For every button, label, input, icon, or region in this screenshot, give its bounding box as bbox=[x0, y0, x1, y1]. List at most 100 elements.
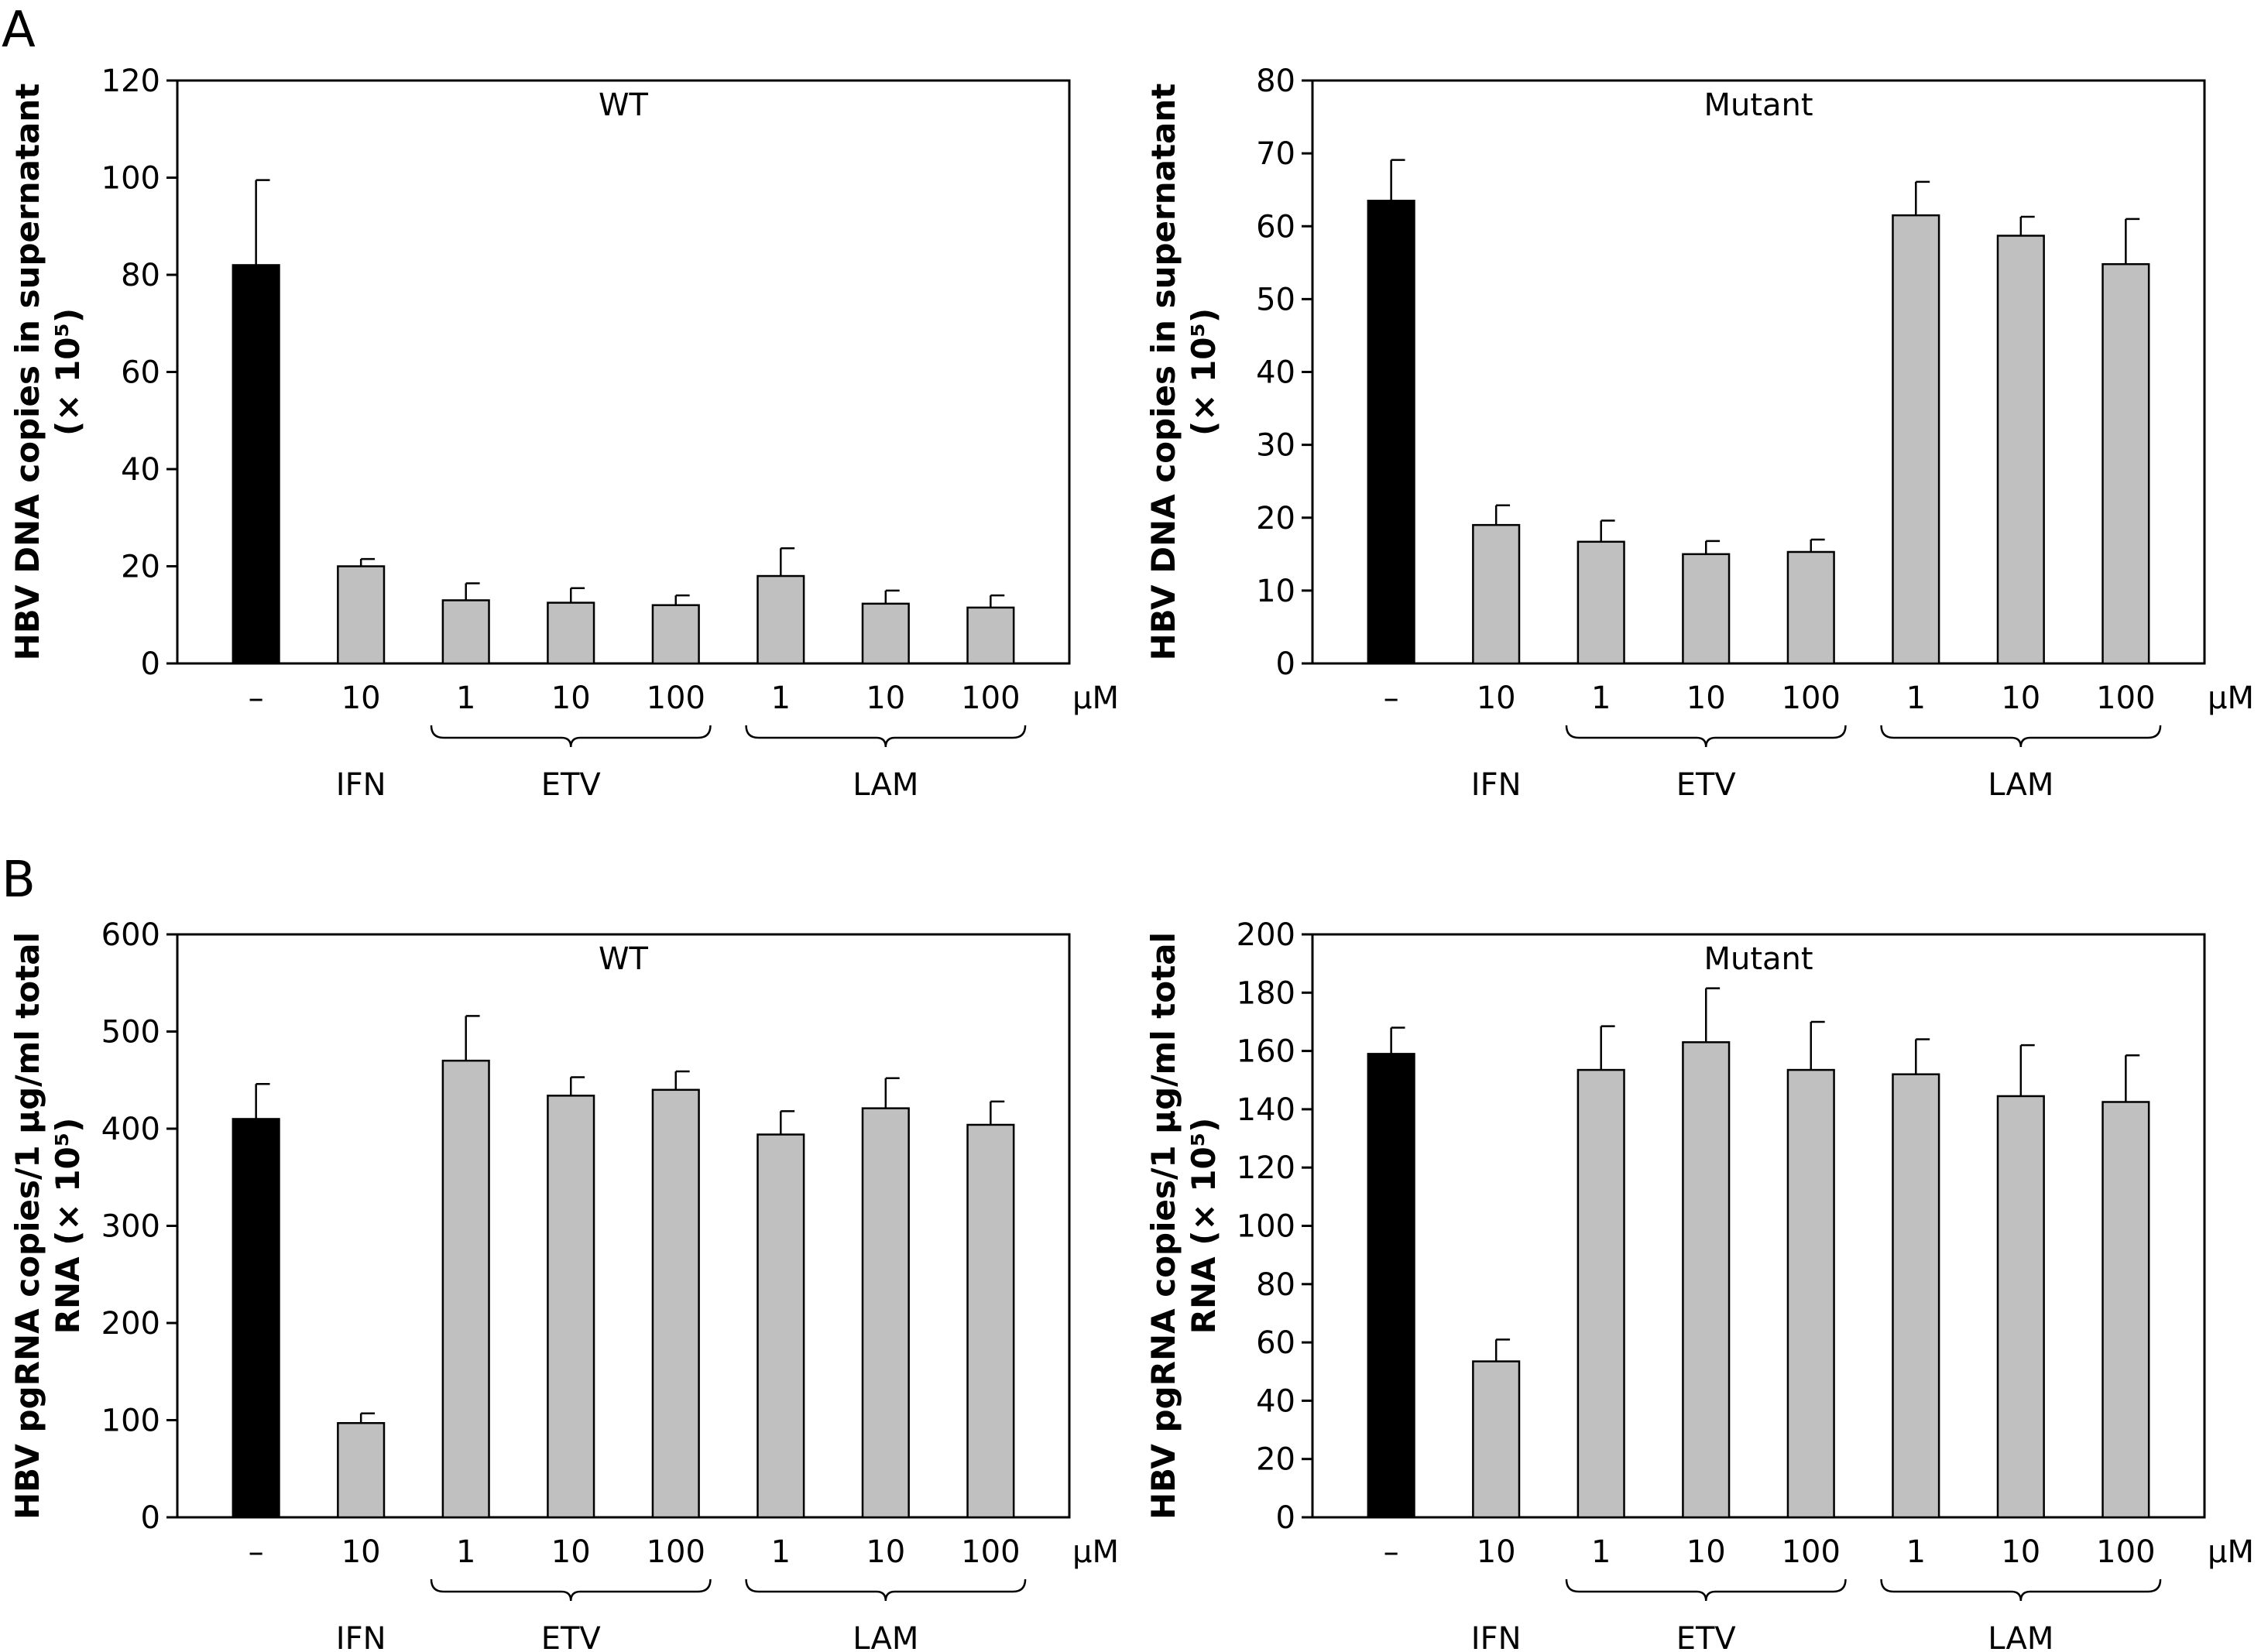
y-tick-label: 200 bbox=[101, 1306, 160, 1342]
bar bbox=[1682, 1041, 1731, 1519]
y-tick-label: 200 bbox=[1237, 917, 1295, 953]
category-label: 1 bbox=[1906, 1534, 1926, 1570]
bar bbox=[1472, 523, 1521, 665]
category-label: – bbox=[249, 1534, 264, 1570]
bar bbox=[1577, 1068, 1625, 1519]
chart-3-b-mutant: Mutant 0 20 40 60 80 100 120 140 160 180 200 HBV pgR… bbox=[1144, 917, 2254, 1652]
y-tick-label: 140 bbox=[1237, 1092, 1295, 1128]
bar bbox=[1577, 540, 1625, 665]
bar bbox=[547, 1095, 595, 1519]
category-label: 10 bbox=[1686, 680, 1726, 716]
bar bbox=[441, 1059, 490, 1519]
group-label: ETV bbox=[541, 767, 602, 803]
group-label: ETV bbox=[1676, 1621, 1737, 1652]
bar bbox=[1996, 235, 2045, 665]
y-tick-label: 500 bbox=[101, 1015, 160, 1050]
group-label: LAM bbox=[853, 1621, 918, 1652]
bar bbox=[1786, 550, 1835, 665]
y-tick-label: 120 bbox=[101, 63, 160, 99]
category-label: 1 bbox=[771, 680, 791, 716]
bar bbox=[2101, 1101, 2150, 1519]
category-label: 1 bbox=[1591, 680, 1611, 716]
group-brace bbox=[745, 1578, 1027, 1602]
category-label: 100 bbox=[1782, 1534, 1841, 1570]
group-brace bbox=[1565, 1578, 1847, 1602]
bar bbox=[1996, 1095, 2045, 1519]
group-brace bbox=[430, 725, 712, 748]
y-axis-label-line: RNA (× 10⁵) bbox=[49, 1118, 87, 1335]
group-label: ETV bbox=[1676, 767, 1737, 803]
category-label: 1 bbox=[1591, 1534, 1611, 1570]
category-label: 1 bbox=[456, 1534, 475, 1570]
y-axis-label-line: HBV pgRNA copies/1 μg/ml total bbox=[9, 932, 46, 1520]
category-label: 10 bbox=[2001, 680, 2040, 716]
y-tick-label: 60 bbox=[1256, 1325, 1295, 1361]
bar bbox=[1786, 1068, 1835, 1519]
category-label: – bbox=[249, 680, 264, 716]
bar bbox=[1472, 1360, 1521, 1519]
y-tick-label: 80 bbox=[1256, 63, 1295, 99]
bar bbox=[547, 602, 595, 665]
y-tick-label: 600 bbox=[101, 917, 160, 953]
category-label: 10 bbox=[341, 680, 381, 716]
group-label: IFN bbox=[336, 767, 386, 803]
bar bbox=[966, 606, 1015, 665]
group-label: IFN bbox=[1471, 767, 1522, 803]
category-label: 100 bbox=[961, 1534, 1020, 1570]
y-tick-label: 20 bbox=[121, 550, 160, 585]
y-tick-label: 0 bbox=[1276, 1500, 1295, 1536]
y-tick-label: 50 bbox=[1256, 282, 1295, 317]
y-tick-label: 80 bbox=[1256, 1267, 1295, 1303]
bar bbox=[861, 1107, 910, 1519]
y-axis-label-line: RNA (× 10⁵) bbox=[1185, 1118, 1223, 1335]
y-tick-label: 40 bbox=[1256, 1383, 1295, 1419]
group-brace bbox=[745, 725, 1027, 748]
y-tick-label: 80 bbox=[121, 258, 160, 293]
plot-frame bbox=[1311, 79, 2206, 665]
bar bbox=[1367, 200, 1415, 665]
category-label: – bbox=[1384, 680, 1399, 716]
y-tick-label: 10 bbox=[1256, 574, 1295, 609]
bar bbox=[757, 1133, 805, 1519]
y-tick-label: 60 bbox=[1256, 209, 1295, 245]
y-tick-label: 40 bbox=[121, 452, 160, 488]
unit-label: μM bbox=[2208, 1534, 2254, 1570]
y-tick-label: 100 bbox=[1237, 1209, 1295, 1245]
y-tick-label: 0 bbox=[141, 1500, 160, 1536]
bar bbox=[1367, 1053, 1415, 1519]
bar bbox=[1682, 553, 1731, 665]
group-brace bbox=[430, 1578, 712, 1602]
category-label: 10 bbox=[341, 1534, 381, 1570]
bar bbox=[651, 1088, 700, 1519]
bar bbox=[966, 1123, 1015, 1519]
group-label: IFN bbox=[1471, 1621, 1522, 1652]
y-axis-label-line: HBV DNA copies in supernatant bbox=[1144, 84, 1182, 661]
group-brace bbox=[1565, 725, 1847, 748]
bar bbox=[861, 602, 910, 665]
bar bbox=[1892, 1073, 1940, 1519]
y-tick-label: 40 bbox=[1256, 355, 1295, 391]
bar bbox=[337, 1422, 386, 1519]
category-label: 10 bbox=[2001, 1534, 2040, 1570]
group-label: LAM bbox=[1988, 1621, 2053, 1652]
chart-title: WT bbox=[599, 87, 649, 123]
chart-0-a-wt: WT 0 20 40 60 80 100 120 HBV DNA copies in super… bbox=[9, 63, 1119, 803]
y-tick-label: 300 bbox=[101, 1209, 160, 1245]
y-tick-label: 0 bbox=[141, 646, 160, 682]
y-axis-label-line: (× 10⁵) bbox=[1185, 308, 1223, 436]
group-brace bbox=[1880, 1578, 2162, 1602]
chart-2-b-wt: WT 0 100 200 300 400 500 600 HBV pgRNA copies/1 … bbox=[9, 917, 1119, 1652]
category-label: 10 bbox=[866, 1534, 905, 1570]
plot-frame bbox=[176, 933, 1071, 1519]
chart-title: WT bbox=[599, 941, 649, 977]
y-tick-label: 120 bbox=[1237, 1150, 1295, 1186]
bar bbox=[2101, 262, 2150, 665]
y-axis-label-line: HBV DNA copies in supernatant bbox=[9, 84, 46, 661]
y-tick-label: 60 bbox=[121, 355, 160, 391]
category-label: 100 bbox=[961, 680, 1020, 716]
panel-label-a: A bbox=[2, 2, 36, 59]
bar bbox=[232, 1118, 280, 1519]
unit-label: μM bbox=[2208, 680, 2254, 716]
y-tick-label: 100 bbox=[101, 1404, 160, 1439]
bar bbox=[1892, 214, 1940, 665]
